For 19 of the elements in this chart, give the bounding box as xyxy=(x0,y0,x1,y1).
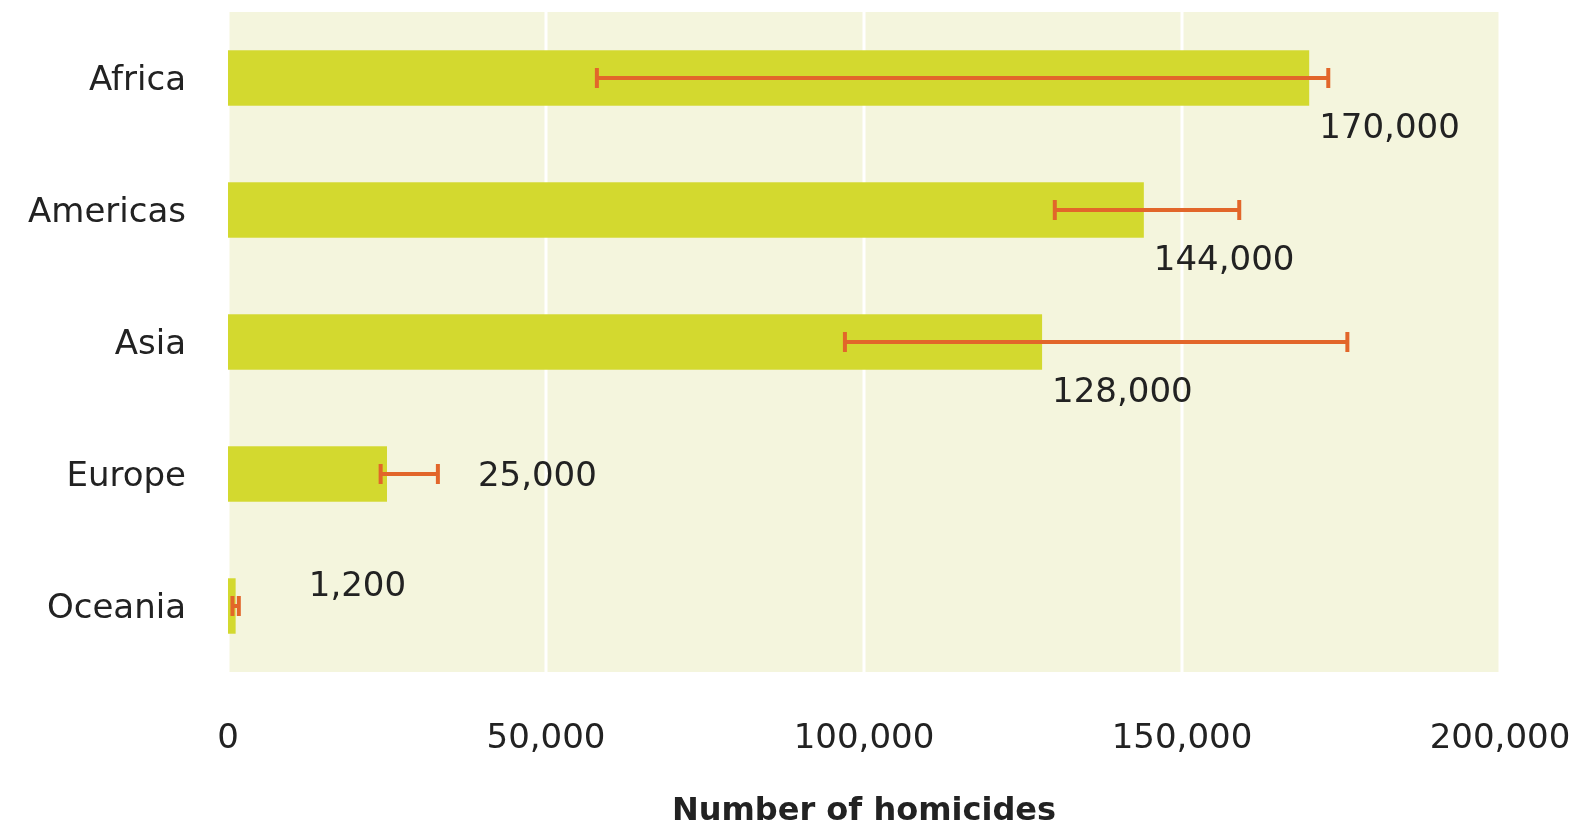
x-axis-title: Number of homicides xyxy=(671,790,1057,828)
y-tick-label: Asia xyxy=(114,322,186,362)
data-label: 25,000 xyxy=(477,454,597,494)
bar xyxy=(228,446,387,502)
data-label: 144,000 xyxy=(1153,238,1295,278)
y-tick-label: Oceania xyxy=(46,586,186,626)
data-label: 1,200 xyxy=(308,564,407,604)
x-tick-label: 100,000 xyxy=(793,716,935,756)
y-tick-label: Americas xyxy=(28,190,186,230)
bar xyxy=(228,314,1043,370)
x-tick-label: 50,000 xyxy=(486,716,606,756)
y-tick-label: Europe xyxy=(66,454,186,494)
x-tick-label: 200,000 xyxy=(1429,716,1571,756)
bar xyxy=(228,182,1144,238)
x-tick-label: 150,000 xyxy=(1111,716,1253,756)
data-label: 170,000 xyxy=(1319,106,1460,146)
y-tick-label: Africa xyxy=(89,58,186,98)
x-tick-label: 0 xyxy=(217,716,239,756)
data-label: 128,000 xyxy=(1052,370,1193,410)
